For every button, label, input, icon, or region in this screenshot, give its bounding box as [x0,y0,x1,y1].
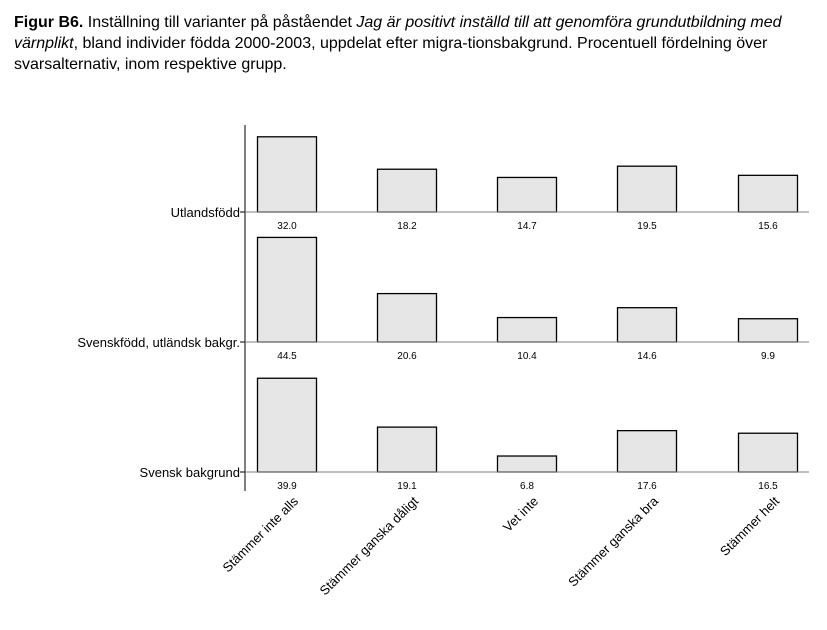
bar [256,377,318,473]
y-tick-label: Svensk bakgrund [140,465,240,480]
x-tick-label: Stämmer inte alls [220,493,302,575]
bar [737,318,799,343]
bar [376,426,438,473]
bar [616,429,678,473]
bar [737,174,799,213]
data-label: 44.5 [277,351,297,362]
panel-3: Svensk bakgrund 39.9 19.1 6.8 17.6 16.5 [140,377,809,492]
data-label: 15.6 [758,221,778,232]
data-label: 16.5 [758,481,778,492]
x-tick-label: Stämmer helt [717,493,783,559]
bar [616,165,678,213]
figure-caption: Figur B6. Inställning till varianter på … [14,12,804,75]
x-tick-label: Stämmer ganska bra [565,493,661,589]
bar [496,316,558,343]
data-label: 19.1 [397,481,417,492]
bar [496,455,558,473]
data-label: 17.6 [637,481,657,492]
chart-panels: Utlandsfödd 32.0 18.2 14.7 19.5 15.6 Svenskföd… [77,136,809,492]
data-label: 10.4 [517,351,537,362]
bar [256,136,318,213]
bar [376,168,438,213]
bar [376,292,438,343]
data-label: 19.5 [637,221,657,232]
data-label: 39.9 [277,481,297,492]
data-label: 18.2 [397,221,417,232]
data-label: 6.8 [520,481,534,492]
x-tick-label: Vet inte [500,494,541,535]
data-label: 14.6 [637,351,657,362]
x-axis-labels: Stämmer inte alls Stämmer ganska dåligt Ve… [220,493,783,598]
bar [616,307,678,343]
caption-text-1: Inställning till varianter på påståendet [83,14,357,31]
data-label: 32.0 [277,221,297,232]
caption-label: Figur B6. [14,14,84,31]
caption-statement: Jag är positivt inställd till att genomf… [14,14,782,52]
data-label: 14.7 [517,221,537,232]
bar [256,236,318,343]
bar [737,432,799,473]
data-label: 20.6 [397,351,417,362]
caption-text-2: , bland individer födda 2000-2003, uppde… [14,35,768,73]
data-label: 9.9 [761,351,775,362]
y-tick-label: Utlandsfödd [171,205,240,220]
panel-1: Utlandsfödd 32.0 18.2 14.7 19.5 15.6 [171,136,809,232]
x-tick-label: Stämmer ganska dåligt [317,493,422,598]
y-tick-label: Svenskfödd, utländsk bakgr. [77,335,240,350]
panel-2: Svenskfödd, utländsk bakgr. 44.5 20.6 10.4 1… [77,236,809,362]
bar [496,176,558,213]
